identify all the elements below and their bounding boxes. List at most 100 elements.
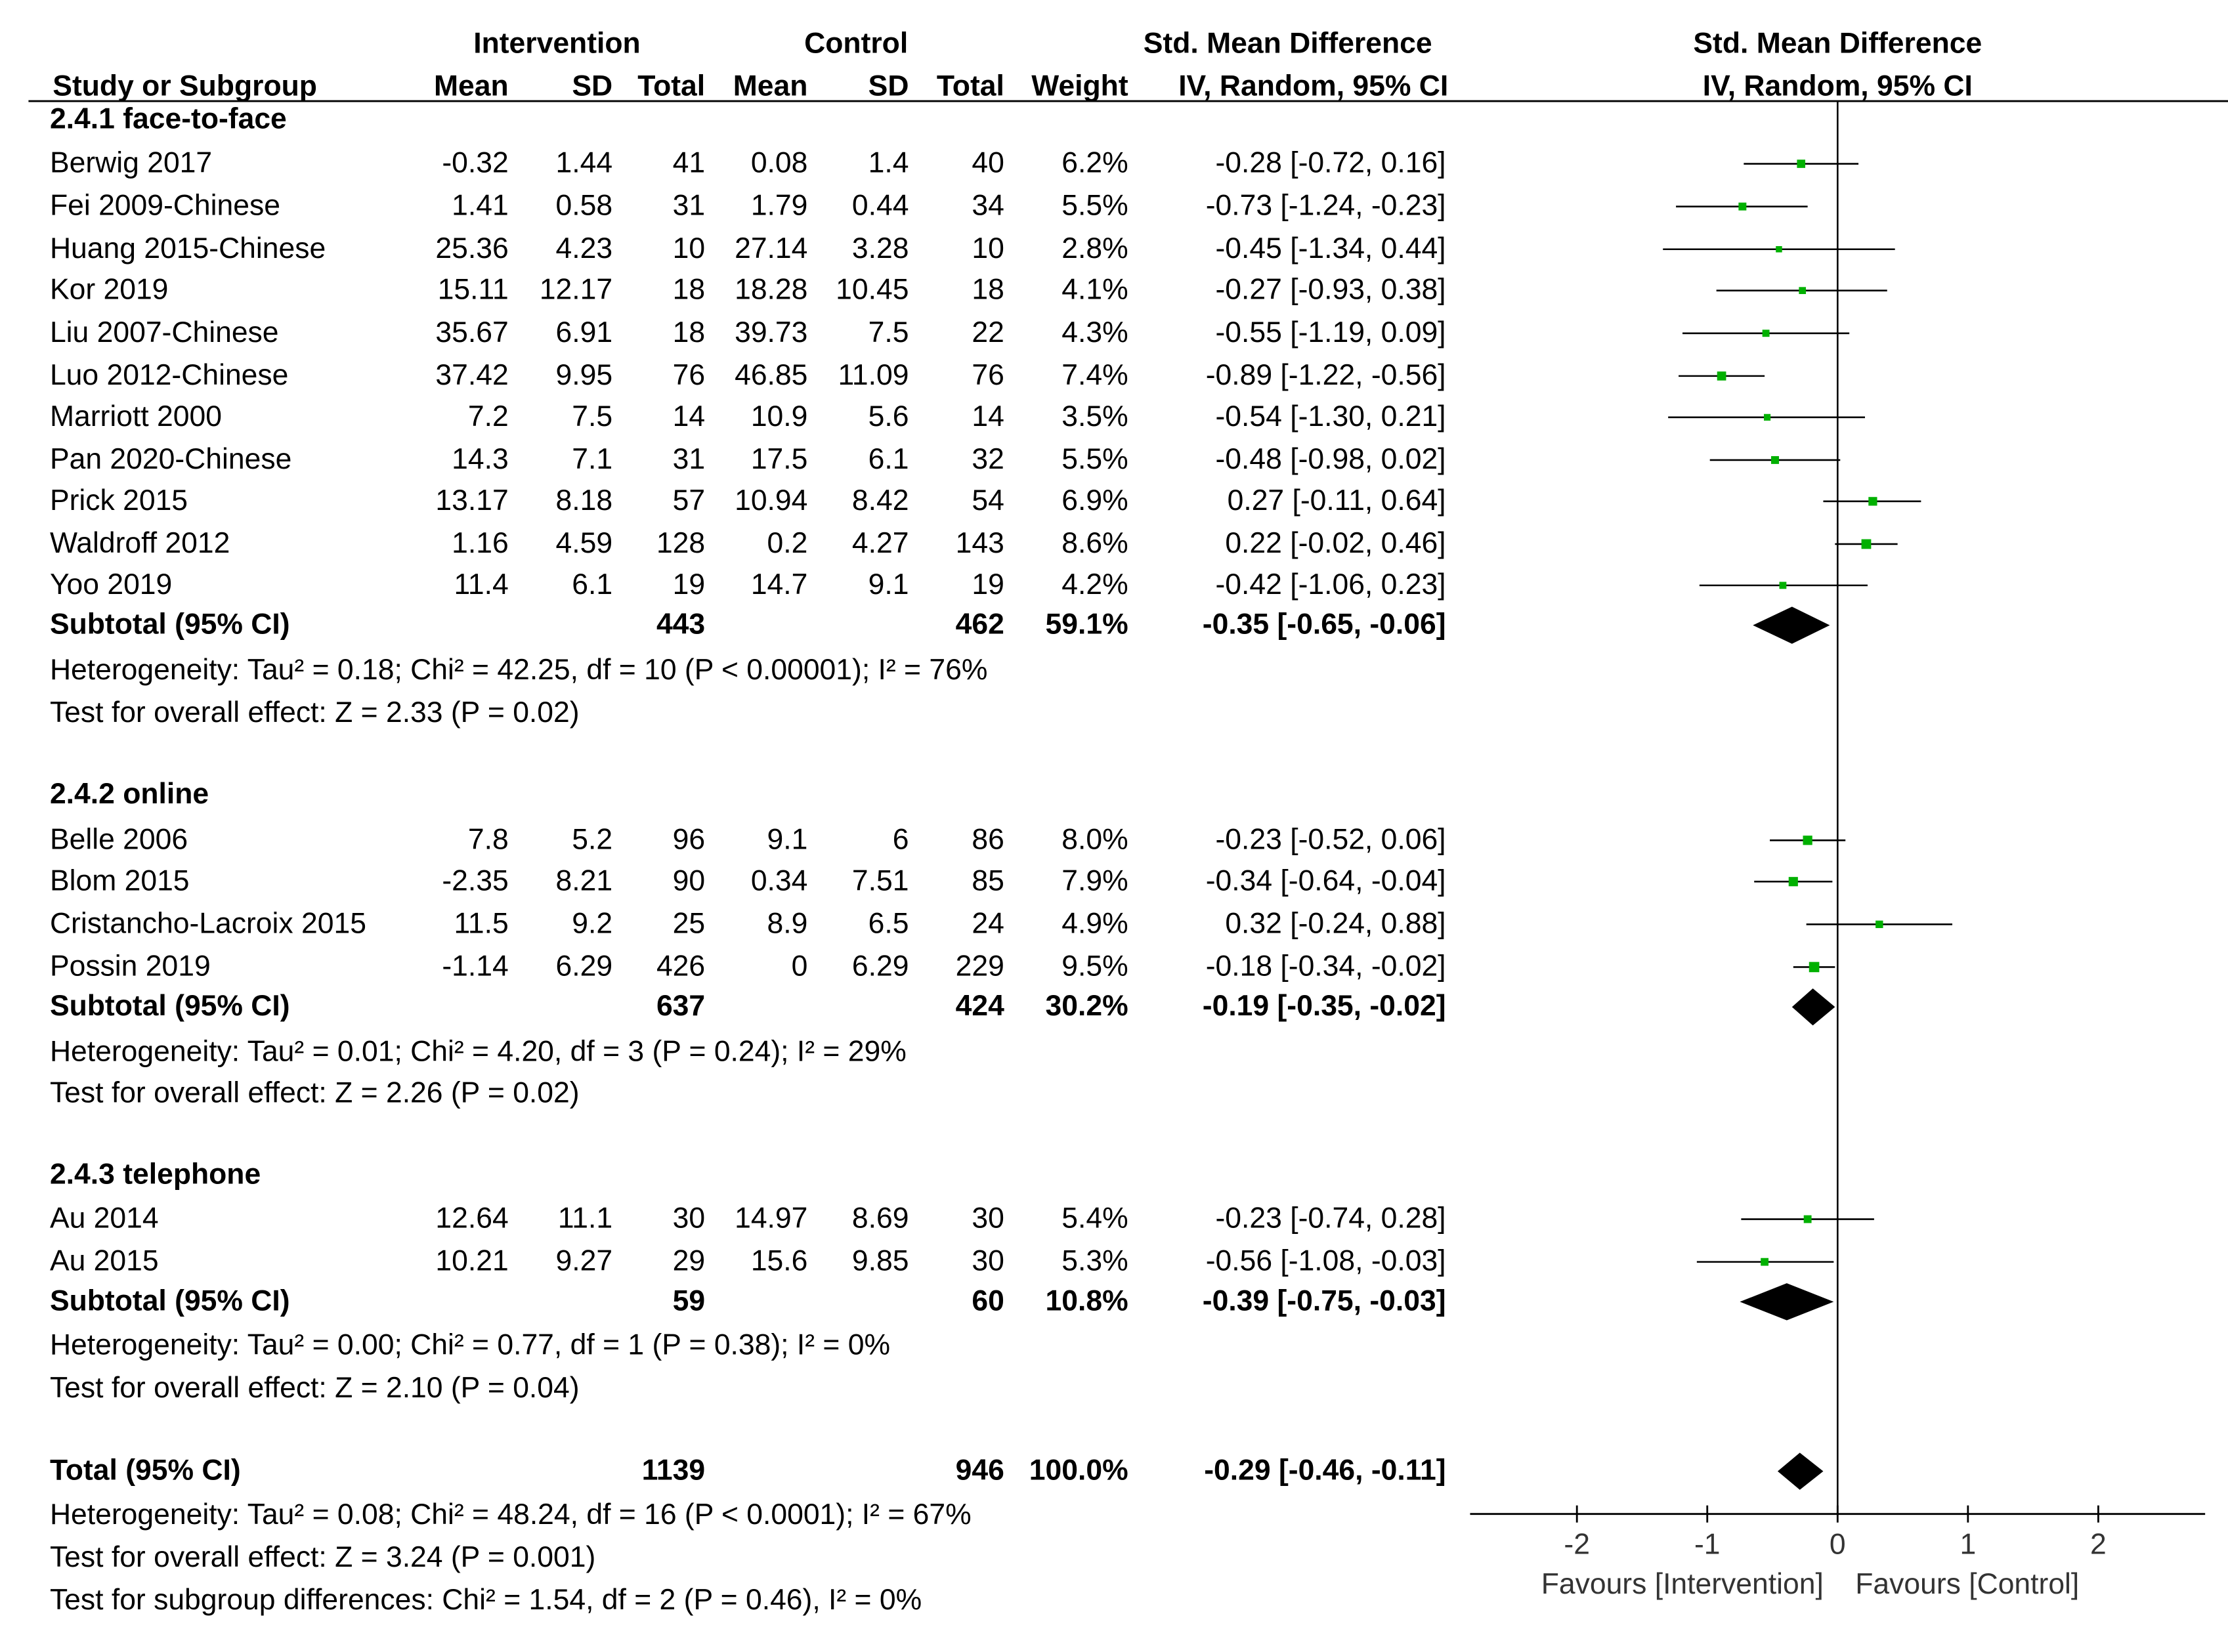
study-ci: 0.32 [-0.24, 0.88] xyxy=(1225,907,1446,939)
pooled-weight: 59.1% xyxy=(1046,608,1128,641)
header-i-sd: SD xyxy=(572,70,612,102)
intervention-sd: 0.58 xyxy=(556,190,613,222)
intervention-total: 90 xyxy=(673,864,705,897)
intervention-sd: 6.91 xyxy=(556,316,613,349)
pooled-ci: -0.35 [-0.65, -0.06] xyxy=(1203,608,1446,641)
header-c-total: Total xyxy=(937,70,1004,102)
control-sd: 5.6 xyxy=(868,400,909,433)
study-weight: 3.5% xyxy=(1061,400,1128,433)
study-name: Berwig 2017 xyxy=(50,147,212,179)
stat-note: Heterogeneity: Tau² = 0.08; Chi² = 48.24… xyxy=(50,1498,972,1531)
effect-point xyxy=(1868,497,1877,506)
study-weight: 5.5% xyxy=(1061,443,1128,475)
study-ci: -0.23 [-0.52, 0.06] xyxy=(1216,823,1446,855)
control-total: 54 xyxy=(972,484,1004,517)
subgroup-heading: 2.4.2 online xyxy=(50,778,209,810)
x-tick-label: -1 xyxy=(1694,1528,1721,1560)
control-sd: 8.69 xyxy=(852,1202,909,1235)
intervention-total: 637 xyxy=(656,990,705,1022)
control-mean: 17.5 xyxy=(751,443,808,475)
control-total: 18 xyxy=(972,274,1004,306)
control-mean: 18.28 xyxy=(735,274,807,306)
x-tick-label: 0 xyxy=(1830,1528,1846,1560)
study-weight: 5.4% xyxy=(1061,1202,1128,1235)
intervention-mean: 14.3 xyxy=(452,443,509,475)
effect-point xyxy=(1776,246,1782,253)
study-weight: 7.4% xyxy=(1061,359,1128,391)
control-sd: 7.5 xyxy=(868,316,909,349)
control-mean: 0.2 xyxy=(767,527,808,559)
header-study: Study or Subgroup xyxy=(53,70,317,102)
stat-note: Test for subgroup differences: Chi² = 1.… xyxy=(50,1584,922,1616)
intervention-mean: 10.21 xyxy=(435,1245,508,1277)
effect-point xyxy=(1762,329,1770,337)
header-method-plot: IV, Random, 95% CI xyxy=(1703,70,1973,102)
effect-point xyxy=(1797,159,1806,168)
study-weight: 8.6% xyxy=(1061,527,1128,559)
study-ci: 0.27 [-0.11, 0.64] xyxy=(1228,484,1446,517)
control-sd: 0.44 xyxy=(852,190,909,222)
intervention-mean: -2.35 xyxy=(442,864,508,897)
pooled-diamond xyxy=(1777,1452,1824,1490)
control-total: 22 xyxy=(972,316,1004,349)
control-sd: 8.42 xyxy=(852,484,909,517)
pooled-ci: -0.29 [-0.46, -0.11] xyxy=(1204,1454,1446,1487)
study-weight: 6.2% xyxy=(1061,147,1128,179)
control-sd: 6 xyxy=(893,823,909,855)
study-ci: -0.42 [-1.06, 0.23] xyxy=(1216,568,1446,601)
pooled-diamond xyxy=(1740,1283,1834,1321)
intervention-mean: 11.5 xyxy=(454,907,508,939)
study-weight: 9.5% xyxy=(1061,950,1128,982)
control-mean: 15.6 xyxy=(751,1245,808,1277)
subtotal-label: Subtotal (95% CI) xyxy=(50,1284,290,1317)
control-mean: 1.79 xyxy=(751,190,808,222)
control-sd: 3.28 xyxy=(852,232,909,265)
study-name: Pan 2020-Chinese xyxy=(50,443,291,475)
study-name: Yoo 2019 xyxy=(50,568,172,601)
control-total: 76 xyxy=(972,359,1004,391)
study-name: Luo 2012-Chinese xyxy=(50,359,288,391)
x-tick-label: -2 xyxy=(1564,1528,1590,1560)
study-weight: 4.1% xyxy=(1061,274,1128,306)
intervention-total: 18 xyxy=(673,316,705,349)
intervention-total: 18 xyxy=(673,274,705,306)
intervention-sd: 1.44 xyxy=(556,147,613,179)
subtotal-label: Subtotal (95% CI) xyxy=(50,990,290,1022)
intervention-sd: 11.1 xyxy=(558,1202,612,1235)
control-total: 32 xyxy=(972,443,1004,475)
effect-point xyxy=(1717,371,1726,381)
control-mean: 9.1 xyxy=(767,823,808,855)
subgroup-heading: 2.4.1 face-to-face xyxy=(50,102,287,135)
intervention-total: 30 xyxy=(673,1202,705,1235)
study-weight: 8.0% xyxy=(1061,823,1128,855)
control-sd: 6.5 xyxy=(868,907,909,939)
study-name: Marriott 2000 xyxy=(50,400,222,433)
subtotal-label: Subtotal (95% CI) xyxy=(50,608,290,641)
control-mean: 0 xyxy=(792,950,808,982)
study-name: Fei 2009-Chinese xyxy=(50,190,280,222)
intervention-sd: 7.5 xyxy=(572,400,612,433)
intervention-mean: 13.17 xyxy=(435,484,508,517)
control-sd: 1.4 xyxy=(868,147,909,179)
header-method-table: IV, Random, 95% CI xyxy=(1178,70,1448,102)
intervention-mean: 37.42 xyxy=(435,359,508,391)
effect-point xyxy=(1809,962,1820,973)
intervention-total: 96 xyxy=(673,823,705,855)
header-intervention: Intervention xyxy=(473,27,640,59)
effect-point xyxy=(1761,1258,1768,1266)
intervention-total: 31 xyxy=(673,190,705,222)
study-ci: -0.45 [-1.34, 0.44] xyxy=(1216,232,1446,265)
study-name: Kor 2019 xyxy=(50,274,168,306)
control-mean: 8.9 xyxy=(767,907,808,939)
intervention-sd: 9.95 xyxy=(556,359,613,391)
control-sd: 9.1 xyxy=(868,568,909,601)
header-weight: Weight xyxy=(1031,70,1128,102)
intervention-mean: 11.4 xyxy=(454,568,508,601)
header-smd-plot: Std. Mean Difference xyxy=(1693,27,1982,59)
control-total: 85 xyxy=(972,864,1004,897)
study-name: Waldroff 2012 xyxy=(50,527,230,559)
stat-note: Heterogeneity: Tau² = 0.18; Chi² = 42.25… xyxy=(50,654,987,686)
intervention-total: 19 xyxy=(673,568,705,601)
intervention-total: 14 xyxy=(673,400,705,433)
